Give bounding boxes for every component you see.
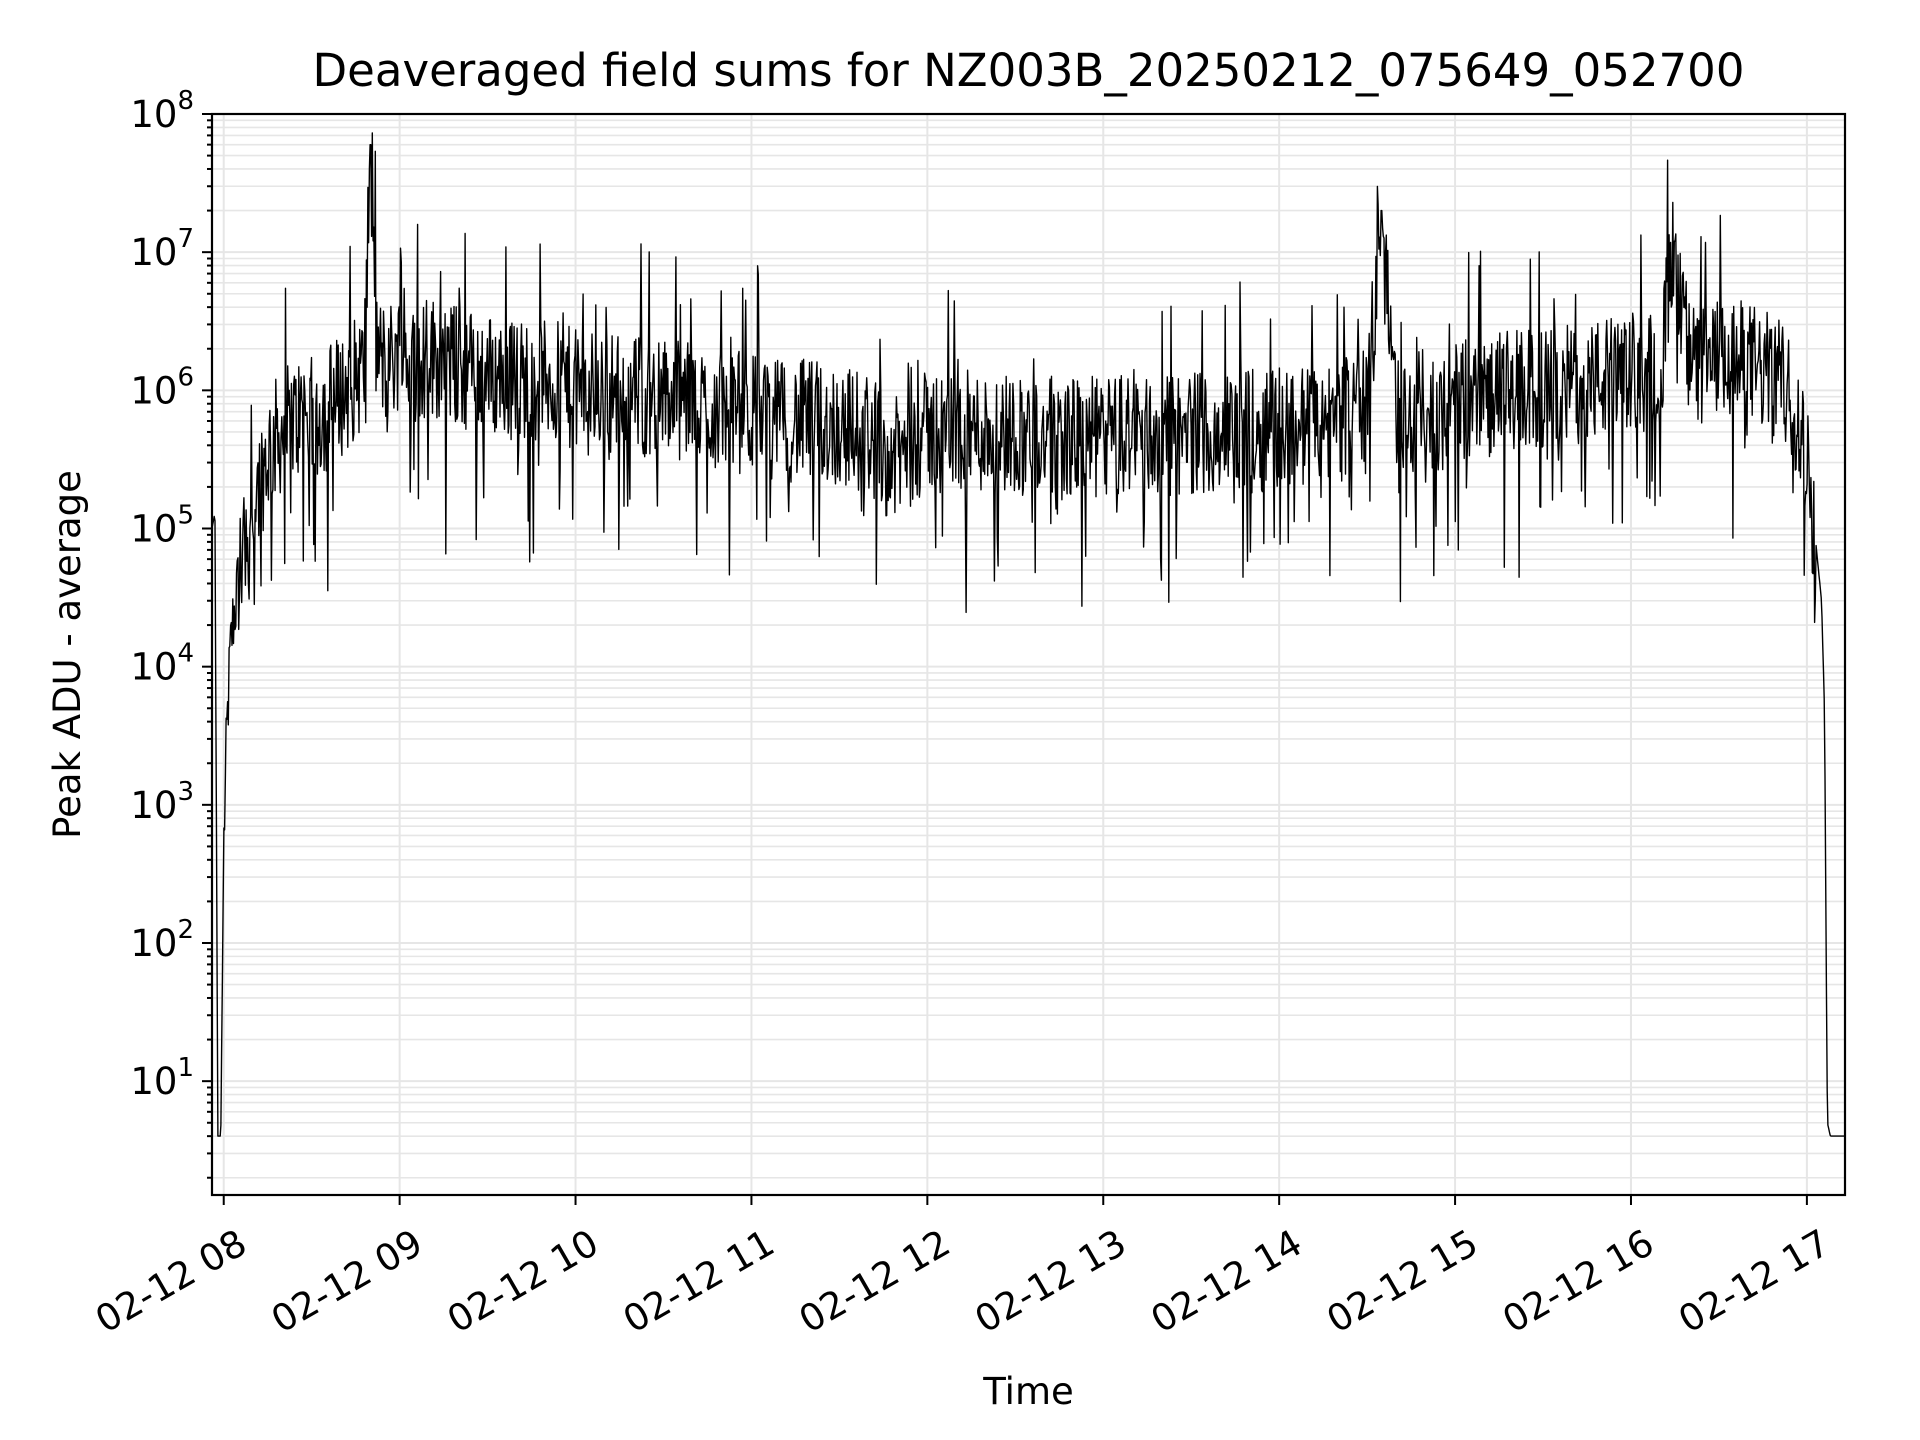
y-tick-label: 105	[130, 500, 194, 550]
y-tick-label: 102	[130, 915, 194, 965]
series-layer	[211, 132, 1845, 1137]
x-axis-label: Time	[982, 1370, 1074, 1413]
grid	[212, 113, 1845, 1195]
y-axis-label: Peak ADU - average	[46, 470, 89, 839]
y-tick-label: 101	[130, 1053, 194, 1103]
y-tick-label: 103	[130, 777, 194, 827]
y-tick-label: 106	[130, 362, 194, 412]
series-line	[211, 132, 1845, 1137]
y-tick-label: 108	[130, 86, 194, 136]
y-axis: 101 102 103 104 105 106 107 108	[130, 86, 212, 1179]
chart-title: Deaveraged field sums for NZ003B_2025021…	[313, 44, 1745, 97]
plot-frame	[210, 112, 1847, 1197]
y-tick-label: 107	[130, 224, 194, 274]
y-tick-label: 104	[130, 639, 194, 689]
